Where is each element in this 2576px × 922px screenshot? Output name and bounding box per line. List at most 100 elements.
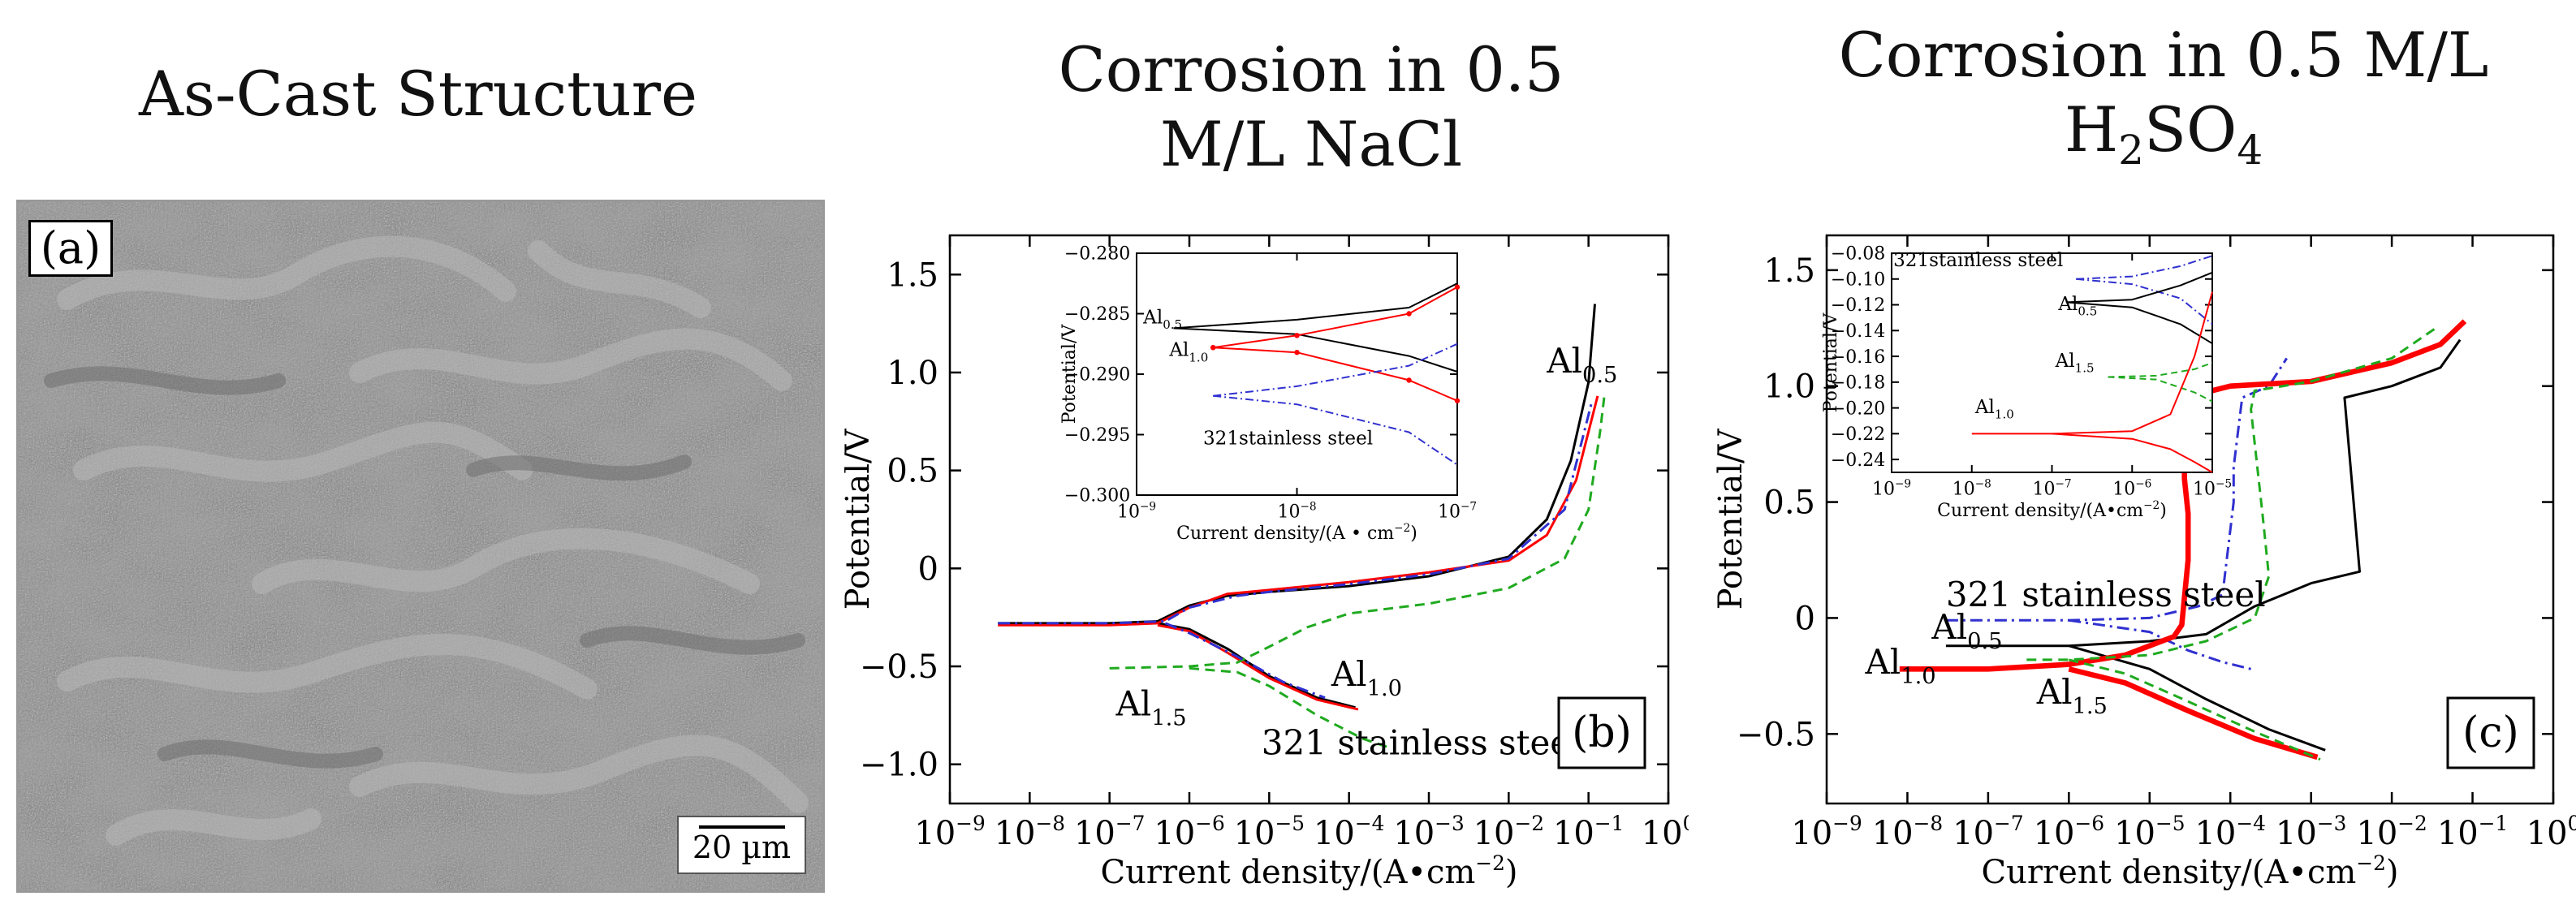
x-tick-label: 10−6 — [2034, 812, 2104, 852]
y-tick-label: −0.285 — [1064, 304, 1130, 325]
x-tick-label: 10−9 — [1117, 500, 1156, 522]
y-tick-label: 0 — [918, 550, 938, 588]
y-tick-label: −0.280 — [1064, 244, 1130, 265]
x-tick-label: 100 — [1642, 812, 1689, 852]
y-tick-label: 0.5 — [1763, 485, 1815, 522]
chart-c: 10−9 10−8 10−7 10−6 10−5 10−4 10−3 10−2 10−1 100−… — [1712, 234, 2576, 891]
x-tick-label: 10−1 — [2437, 812, 2508, 852]
x-axis-label: Current density/(A•cm−2) — [1982, 851, 2399, 891]
y-axis-label: Potential/V — [1712, 429, 1750, 610]
series-marker — [1406, 377, 1412, 383]
panel-b-label-text: (b) — [1572, 709, 1632, 757]
series-marker — [1294, 349, 1300, 355]
y-axis-label: Potential/V — [844, 429, 877, 610]
series-line-al1-0-a — [1213, 286, 1458, 349]
series-marker — [1454, 398, 1461, 403]
y-tick-label: −0.5 — [1737, 716, 1815, 753]
y-tick-label: 0.5 — [887, 453, 938, 490]
y-tick-label: −0.5 — [860, 648, 938, 686]
series-line-al0-5-a — [1173, 282, 1458, 330]
series-line-al1-0-cathodic — [2068, 666, 2319, 760]
x-tick-label: 10−8 — [1872, 812, 1943, 852]
y-tick-label: −0.22 — [1831, 424, 1885, 445]
y-tick-label: 0 — [1795, 600, 1815, 637]
x-tick-label: 10−1 — [1553, 812, 1624, 852]
y-axis-label: Potential/V — [1059, 324, 1080, 424]
y-tick-label: −0.10 — [1831, 269, 1885, 290]
series-marker — [1210, 345, 1216, 351]
x-axis-label: Current density/(A • cm−2) — [1176, 522, 1417, 544]
series-line-al1-0-c — [1213, 347, 1458, 402]
plot-frame — [1136, 252, 1458, 496]
series-line-al1-0 — [1899, 319, 2467, 672]
series-line-321-stainless-steel-cathodic — [1164, 622, 1326, 700]
y-axis-label: Potential/V — [1821, 312, 1841, 413]
panel-a-title: As-Cast Structure — [139, 58, 697, 130]
x-tick-label: 10−3 — [1393, 812, 1464, 852]
series-line-al0-5 — [998, 304, 1596, 625]
annotation-label: 321 stainless steel — [1262, 723, 1581, 763]
x-tick-label: 10−5 — [1234, 812, 1305, 852]
annotation-label: Al1.0 — [1974, 397, 2014, 422]
x-tick-label: 10−8 — [1952, 477, 1991, 499]
annotation-label: Al1.0 — [1168, 340, 1208, 365]
series-marker — [1406, 311, 1412, 317]
x-tick-label: 10−6 — [2112, 477, 2151, 499]
y-tick-label: −0.12 — [1831, 295, 1885, 316]
series-line-321-a — [2076, 255, 2213, 280]
x-tick-label: 10−9 — [914, 812, 985, 852]
x-tick-label: 10−2 — [2356, 812, 2427, 852]
x-tick-label: 10−4 — [2194, 812, 2265, 852]
series-line-321-c — [1213, 394, 1458, 466]
series-line-al1-5 — [1109, 391, 1607, 670]
series-line-al1-5-cathodic — [2068, 658, 2321, 761]
y-tick-label: −0.20 — [1831, 399, 1885, 419]
x-tick-label: 10−5 — [2193, 477, 2232, 499]
x-tick-label: 10−9 — [1791, 812, 1862, 852]
series-line-al1-0-c — [2052, 433, 2213, 473]
series-line-al0-5 — [1945, 338, 2462, 648]
panel-c-label-text: (c) — [2462, 709, 2519, 757]
x-tick-label: 10−4 — [1314, 812, 1384, 852]
y-tick-label: −0.08 — [1831, 244, 1885, 265]
annotation-label: Al1.0 — [1864, 642, 1935, 689]
y-tick-label: −0.300 — [1064, 486, 1130, 506]
annotation-label: 321stainless steel — [1203, 428, 1373, 449]
x-tick-label: 10−7 — [1074, 812, 1145, 852]
annotation-label: Al1.5 — [2036, 672, 2108, 719]
annotation-label: 321 stainless steel — [1946, 575, 2266, 614]
series-line-al1-0-cathodic — [1157, 623, 1359, 711]
series-marker — [1454, 284, 1461, 290]
annotation-label: 321stainless steel — [1893, 250, 2063, 271]
series-line-321-c — [2076, 278, 2213, 325]
panel-b-title: Corrosion in 0.5 M/L NaCl — [1058, 33, 1564, 180]
chart-c-inset: 10−9 10−8 10−7 10−6 10−5 −0.24 −0.22 −0.20 −0.18… — [1821, 244, 2232, 521]
y-tick-label: −0.24 — [1831, 450, 1885, 471]
micrograph-image — [19, 202, 822, 890]
annotation-label: Al0.5 — [1931, 607, 2002, 654]
series-line-al0-5-a — [2065, 271, 2213, 304]
series-line-321-a — [1213, 343, 1458, 397]
series-line-al0-5-c — [1173, 327, 1458, 373]
series-line-321-stainless-steel — [998, 401, 1594, 625]
x-tick-label: 10−9 — [1872, 477, 1911, 499]
chart-b: 10−910−810−710−610−510−410−310−210−1100−… — [844, 234, 1689, 891]
series-line-al1-5-cathodic — [1189, 666, 1393, 750]
annotation-label: Al0.5 — [1142, 307, 1182, 332]
x-axis-label: Current density/(A•cm−2) — [1937, 499, 2167, 521]
series-line-321-stainless-steel-cathodic — [2069, 618, 2251, 670]
annotation-label: Al1.5 — [2055, 351, 2095, 376]
x-tick-label: 10−7 — [2032, 477, 2071, 499]
micrograph: (a) 20 µm — [16, 200, 825, 893]
annotation-label: Al0.5 — [2057, 294, 2097, 319]
y-tick-label: −1.0 — [860, 747, 938, 784]
series-line-al0-5-c — [2065, 301, 2213, 345]
x-axis-label: Current density/(A•cm−2) — [1101, 851, 1518, 891]
x-tick-label: 10−8 — [995, 812, 1065, 852]
y-tick-label: 1.0 — [887, 355, 938, 392]
series-line-al0-5-cathodic — [2068, 644, 2326, 752]
series-line-al1-5-a — [2108, 362, 2213, 378]
panel-c-title-line2: H2SO4 — [2064, 93, 2263, 174]
panel-b-label: (b) — [1557, 696, 1646, 769]
panel-c-title: Corrosion in 0.5 M/L H2SO4 — [1729, 18, 2576, 187]
